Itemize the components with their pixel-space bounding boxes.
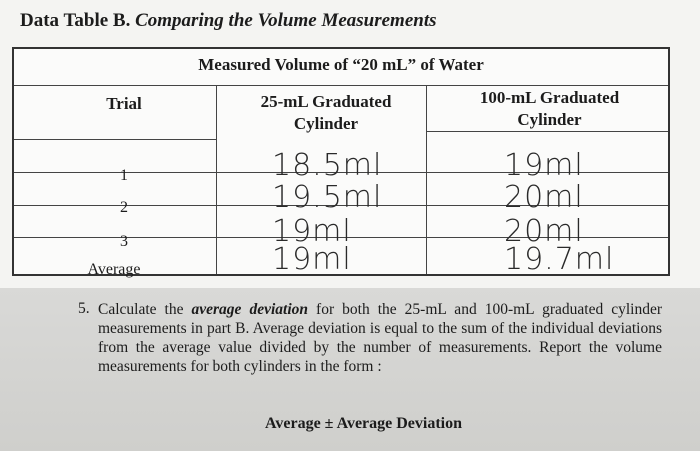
handwritten-value: 19.7ml — [504, 242, 615, 277]
question-emphasis: average deviation — [191, 301, 309, 318]
handwritten-value: 19ml — [272, 214, 352, 249]
trial-cell: 1 — [120, 167, 128, 184]
handwritten-value: 20ml — [504, 180, 584, 215]
trial-cell: 3 — [120, 233, 128, 250]
column-header: 25-mL Graduated Cylinder — [260, 92, 392, 133]
data-table: Measured Volume of “20 mL” of Water Tria… — [12, 47, 670, 278]
table-caption: Measured Volume of “20 mL” of Water — [198, 55, 484, 74]
title-label: Data Table B. — [20, 10, 131, 31]
title-text: Comparing the Volume Measurements — [135, 10, 437, 31]
column-header: Trial — [106, 94, 142, 113]
question-text-start: Calculate the — [98, 301, 184, 318]
handwritten-value: 19ml — [504, 148, 584, 183]
handwritten-value: 19.5ml — [272, 180, 383, 215]
trial-cell: Average — [87, 261, 141, 278]
question-text-end: for both the 25-mL and 100-mL graduated … — [98, 301, 663, 375]
question-text: Calculate the average deviation for both… — [98, 300, 662, 376]
rule — [14, 237, 668, 238]
column-header: 100-mL Graduated Cylinder — [479, 88, 620, 129]
handwritten-value: 19ml — [272, 242, 352, 277]
rule — [426, 85, 427, 274]
rule — [14, 205, 668, 206]
rule — [216, 85, 217, 274]
handwritten-value: 20ml — [504, 214, 584, 249]
rule — [14, 85, 668, 86]
paper-shadow — [0, 288, 700, 451]
title: Data Table B. Comparing the Volume Measu… — [20, 10, 437, 32]
question-number: 5. — [78, 300, 90, 317]
rule — [14, 172, 668, 173]
rule — [426, 131, 668, 132]
rule — [14, 139, 216, 140]
formula: Average ± Average Deviation — [265, 415, 463, 432]
trial-cell: 2 — [120, 199, 128, 216]
handwritten-value: 18.5ml — [272, 148, 383, 183]
